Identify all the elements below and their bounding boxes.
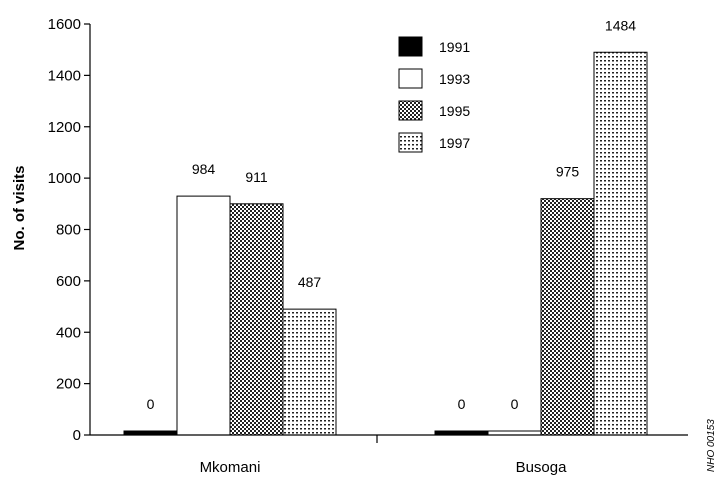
bar-mkomani-1995-label: 911 <box>245 169 268 185</box>
legend-swatch-1991 <box>398 36 423 57</box>
bar-mkomani-1991-label: 0 <box>147 396 155 412</box>
y-tick-label-200: 200 <box>56 376 81 393</box>
legend-swatch-1993 <box>398 68 423 89</box>
y-tick-label-1200: 1200 <box>48 119 81 136</box>
bar-busoga-1995-label: 975 <box>556 164 580 180</box>
bars-layer <box>123 51 648 436</box>
bar-mkomani-1997-label: 487 <box>298 274 322 290</box>
bar-busoga-1993-label: 0 <box>511 396 519 412</box>
y-tick-label-0: 0 <box>73 427 81 444</box>
legend-label-1997: 1997 <box>439 135 470 151</box>
y-tick-label-600: 600 <box>56 273 81 290</box>
bar-mkomani-1993 <box>176 195 231 436</box>
y-tick-label-800: 800 <box>56 222 81 239</box>
y-axis-title: No. of visits <box>11 165 28 250</box>
bar-busoga-1997 <box>593 51 648 436</box>
legend-swatch-1995 <box>398 100 423 121</box>
category-labels-layer: Mkomani Busoga <box>200 459 568 476</box>
legend-label-1995: 1995 <box>439 103 470 119</box>
watermark-code: NHO 00153 <box>706 419 717 472</box>
legend-label-1991: 1991 <box>439 39 470 55</box>
bar-busoga-1995 <box>540 198 595 436</box>
y-tick-label-400: 400 <box>56 324 81 341</box>
data-labels-layer: 0 984 911 487 0 0 975 1484 <box>147 17 637 412</box>
category-label-mkomani: Mkomani <box>200 459 261 476</box>
y-tick-label-1400: 1400 <box>48 67 81 84</box>
bar-busoga-1991-label: 0 <box>458 396 466 412</box>
legend-label-1993: 1993 <box>439 71 470 87</box>
bar-mkomani-1997 <box>282 308 337 436</box>
legend-swatch-1997 <box>398 132 423 153</box>
y-ticks-layer: 0 200 400 600 800 1000 1200 1400 1600 <box>48 16 90 444</box>
bar-mkomani-1995 <box>229 203 284 436</box>
category-label-busoga: Busoga <box>516 459 568 476</box>
y-tick-label-1600: 1600 <box>48 16 81 33</box>
bar-busoga-1997-label: 1484 <box>605 17 636 33</box>
y-tick-label-1000: 1000 <box>48 170 81 187</box>
legend: 1991 1993 1995 1997 <box>398 36 470 153</box>
bar-mkomani-1993-label: 984 <box>192 161 216 177</box>
